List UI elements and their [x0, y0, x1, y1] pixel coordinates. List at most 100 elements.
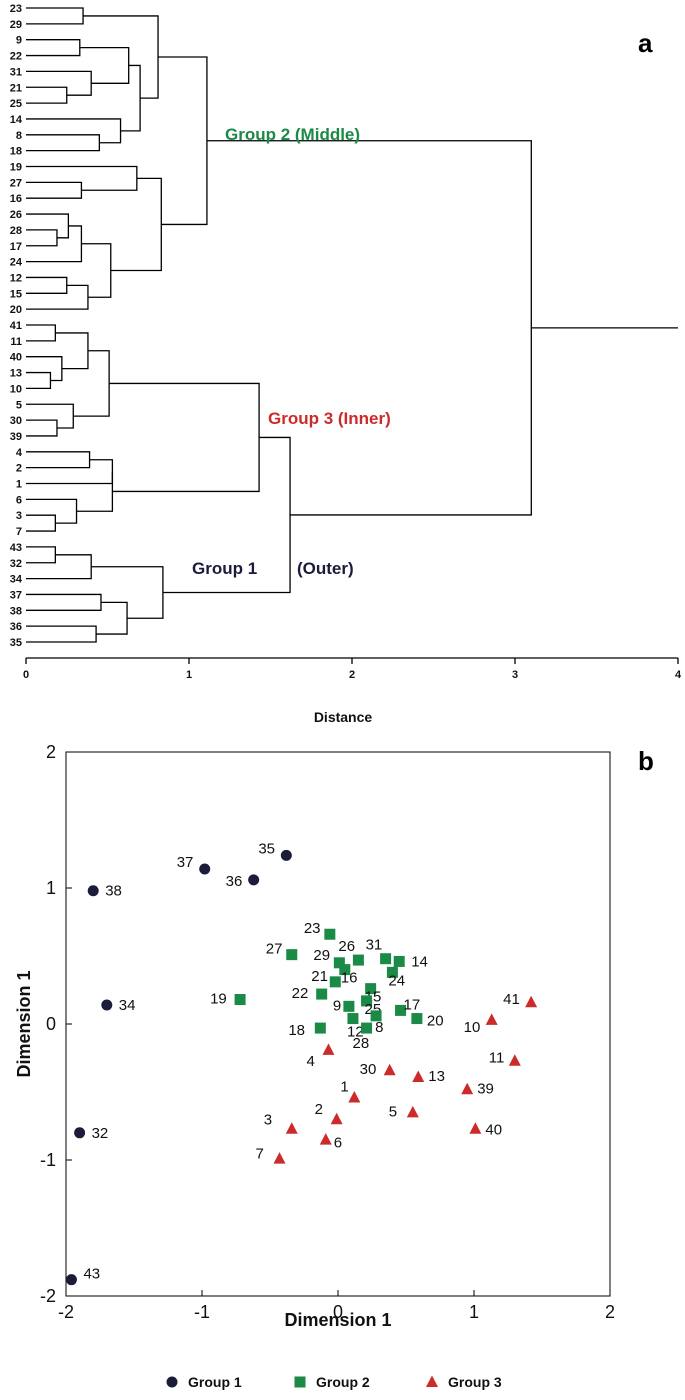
point-label: 13 — [428, 1068, 445, 1085]
x-tick-label: -2 — [58, 1302, 74, 1322]
dendrogram-link — [83, 15, 159, 99]
point-label: 30 — [360, 1061, 377, 1078]
dendrogram-link — [110, 177, 162, 272]
y-tick-label: 1 — [46, 878, 56, 898]
triangle-marker — [485, 1013, 498, 1025]
dendrogram-link — [26, 134, 100, 152]
dendrogram-link — [26, 229, 58, 247]
leaf-label: 9 — [16, 35, 22, 47]
leaf-label: 11 — [10, 336, 22, 348]
group1-label: Group 1 — [192, 559, 257, 578]
y-tick-label: 0 — [46, 1014, 56, 1034]
leaf-label: 21 — [10, 82, 22, 94]
triangle-marker — [319, 1133, 332, 1145]
dendrogram-link — [26, 86, 68, 104]
point-label: 12 — [347, 1024, 364, 1041]
legend-circle-marker — [166, 1376, 178, 1388]
dendrogram-link — [26, 419, 58, 437]
square-marker — [234, 994, 246, 1006]
leaf-label: 23 — [10, 3, 22, 15]
leaf-label: 12 — [10, 272, 22, 284]
dendrogram-link — [26, 546, 56, 564]
square-marker — [380, 953, 392, 965]
dendrogram-link — [26, 39, 81, 57]
x-tick-label: 1 — [469, 1302, 479, 1322]
leaf-label: 6 — [16, 494, 22, 506]
leaf-label: 7 — [16, 526, 22, 538]
dendrogram-link — [26, 70, 92, 96]
triangle-marker — [273, 1152, 286, 1164]
distance-axis: 0 1 2 3 4 — [23, 657, 682, 681]
dendrogram-link — [26, 324, 56, 342]
distance-tick-label: 2 — [349, 669, 355, 681]
circle-marker — [199, 863, 211, 875]
distance-tick-label: 1 — [186, 669, 192, 681]
square-marker — [361, 1022, 373, 1034]
square-marker — [352, 954, 364, 966]
point-label: 43 — [83, 1266, 100, 1283]
point-label: 23 — [304, 920, 321, 937]
point-label: 18 — [288, 1022, 305, 1039]
point-label: 9 — [333, 997, 341, 1014]
square-marker — [329, 976, 341, 988]
point-label: 11 — [489, 1050, 505, 1067]
leaf-label: 8 — [16, 130, 22, 142]
legend-square-marker — [294, 1376, 306, 1388]
dendrogram-link — [26, 459, 114, 485]
leaf-label: 38 — [10, 605, 22, 617]
leaf-label: 43 — [10, 542, 22, 554]
dendrogram-link — [26, 225, 83, 263]
point-label: 22 — [292, 985, 309, 1002]
dendrogram-link — [26, 593, 102, 611]
square-marker — [347, 1013, 359, 1025]
point-label: 32 — [92, 1125, 109, 1142]
triangle-marker — [322, 1043, 335, 1055]
y-tick-label: -2 — [40, 1286, 56, 1306]
leaf-label: 17 — [10, 241, 22, 253]
x-tick-label: -1 — [194, 1302, 210, 1322]
x-axis-label: Dimension 1 — [284, 1310, 391, 1330]
square-marker — [324, 928, 336, 940]
distance-tick-label: 0 — [23, 669, 29, 681]
dendrogram-branches — [26, 7, 678, 643]
point-label: 19 — [210, 991, 227, 1008]
dendrogram-link — [26, 403, 74, 429]
dendrogram-link — [76, 471, 114, 512]
dendrogram-link — [26, 213, 70, 239]
circle-marker — [248, 874, 260, 886]
dendrogram-link — [26, 284, 89, 310]
leaf-label: 37 — [10, 589, 22, 601]
square-marker — [386, 966, 398, 978]
leaf-label: 3 — [16, 510, 22, 522]
dendrogram-link — [26, 371, 52, 390]
point-label: 28 — [353, 1035, 370, 1052]
leaf-label: 15 — [10, 288, 22, 300]
point-label: 39 — [477, 1080, 494, 1097]
leaf-label: 36 — [10, 621, 22, 633]
circle-marker — [101, 999, 113, 1011]
dendrogram-link — [158, 56, 208, 226]
triangle-marker — [406, 1105, 419, 1118]
square-marker — [343, 1000, 355, 1012]
dendrogram-link — [73, 350, 110, 417]
square-marker — [333, 957, 345, 969]
point-label: 8 — [375, 1019, 383, 1036]
y-axis-label: Dimension 1 — [14, 970, 34, 1077]
point-label: 7 — [256, 1146, 264, 1163]
dendrogram-link — [120, 64, 141, 132]
dendrogram-link — [79, 46, 130, 84]
leaf-label: 25 — [10, 98, 22, 110]
leaf-label: 30 — [10, 415, 22, 427]
leaf-label: 24 — [10, 257, 23, 269]
point-label: 14 — [411, 953, 428, 970]
distance-axis-label: Distance — [314, 709, 373, 725]
plot-frame — [65, 751, 611, 1297]
dendrogram-link — [81, 243, 112, 298]
distance-tick-label: 3 — [512, 669, 518, 681]
group3-label: Group 3 (Inner) — [268, 409, 391, 428]
dendrogram-leaf-labels: 2329922312125148181927162628172412152041… — [10, 3, 23, 649]
dendrogram-link — [26, 625, 97, 643]
